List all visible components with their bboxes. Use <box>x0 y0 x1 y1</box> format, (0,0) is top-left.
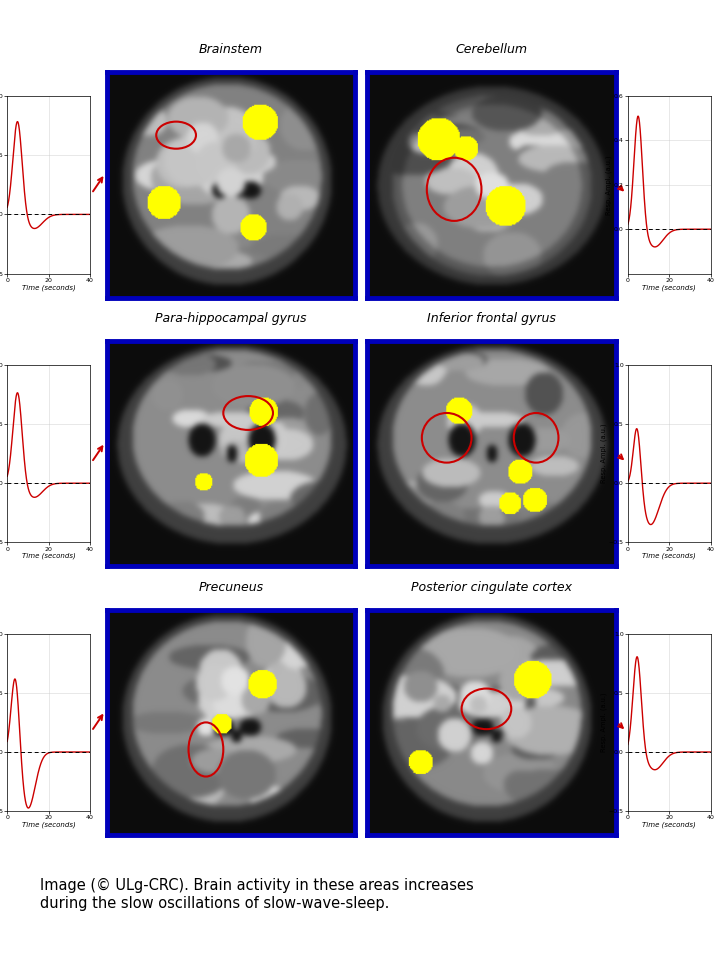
Text: Brainstem: Brainstem <box>199 43 263 57</box>
Y-axis label: Resp. Ampl. (a.u.): Resp. Ampl. (a.u.) <box>600 423 607 484</box>
X-axis label: Time (seconds): Time (seconds) <box>22 553 76 560</box>
Y-axis label: Resp. Ampl. (a.u.): Resp. Ampl. (a.u.) <box>600 692 607 753</box>
Text: Cerebellum: Cerebellum <box>455 43 527 57</box>
X-axis label: Time (seconds): Time (seconds) <box>642 553 696 560</box>
Y-axis label: Resp. Ampl. (a.u.): Resp. Ampl. (a.u.) <box>606 155 613 215</box>
X-axis label: Time (seconds): Time (seconds) <box>642 284 696 291</box>
Text: Image (© ULg-CRC). Brain activity in these areas increases
during the slow oscil: Image (© ULg-CRC). Brain activity in the… <box>40 878 473 911</box>
Text: Precuneus: Precuneus <box>198 581 264 594</box>
X-axis label: Time (seconds): Time (seconds) <box>22 822 76 828</box>
Text: Inferior frontal gyrus: Inferior frontal gyrus <box>427 312 556 325</box>
X-axis label: Time (seconds): Time (seconds) <box>642 822 696 828</box>
Text: Posterior cingulate cortex: Posterior cingulate cortex <box>411 581 572 594</box>
X-axis label: Time (seconds): Time (seconds) <box>22 284 76 291</box>
Text: Para-hippocampal gyrus: Para-hippocampal gyrus <box>155 312 307 325</box>
